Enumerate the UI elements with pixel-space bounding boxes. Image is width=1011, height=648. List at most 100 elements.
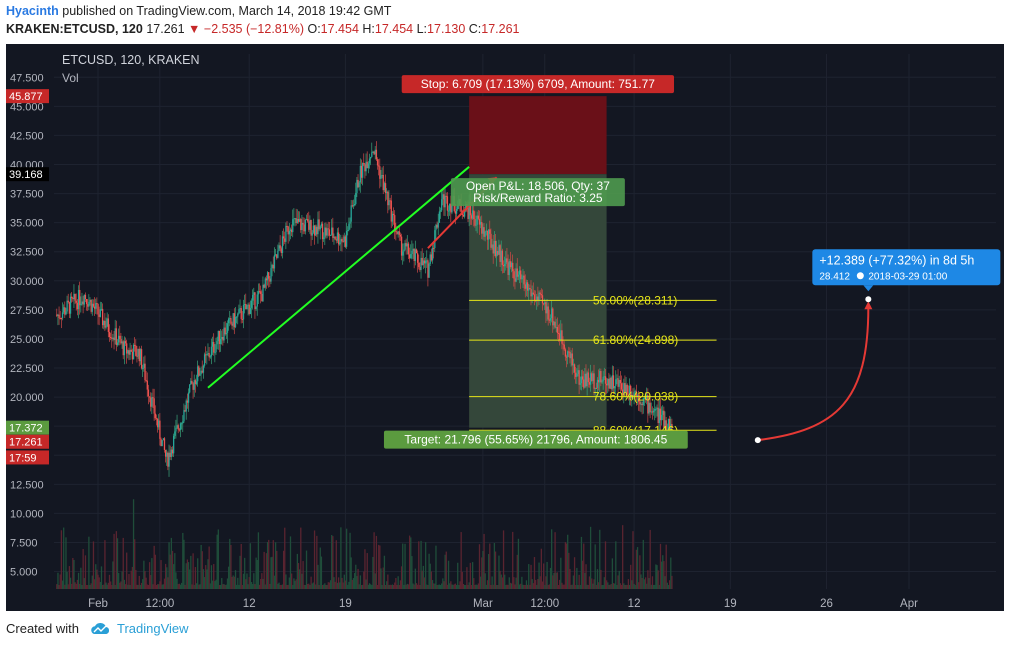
volume-bar (435, 545, 437, 589)
candle-body (630, 385, 632, 399)
clock-icon (856, 272, 864, 280)
candle-body (366, 161, 368, 169)
volume-bar (537, 578, 539, 589)
volume-bar (397, 576, 399, 589)
candle-body (541, 295, 544, 304)
last-price-tag: 17.261 (9, 437, 43, 449)
low-label: L: (416, 22, 428, 36)
volume-bar (359, 575, 362, 589)
chart-panel[interactable]: 50.00%(28.311) 61.80%(24.898) 78.60%(20.03… (6, 44, 1004, 611)
candle-body (112, 337, 114, 339)
candle-body (107, 318, 110, 332)
volume-bar (222, 584, 224, 589)
low-value: 17.130 (427, 22, 466, 36)
volume-bar (404, 543, 406, 589)
candle-body (310, 219, 312, 236)
price-change: −2.535 (−12.81%) (203, 22, 304, 36)
candle-body (263, 284, 265, 288)
volume-bar (57, 572, 59, 589)
volume-bar (68, 566, 71, 589)
volume-bar (299, 569, 301, 589)
candle-body (594, 387, 596, 389)
candle-body (600, 371, 602, 383)
x-tick-label: 12 (243, 598, 256, 610)
volume-bar (255, 557, 257, 589)
volume-bar (443, 581, 445, 589)
candle-body (138, 348, 140, 362)
candle-body (271, 264, 273, 269)
volume-bar (478, 544, 481, 589)
volume-bar (119, 582, 121, 589)
volume-bar (571, 584, 573, 589)
volume-bar (192, 553, 194, 589)
volume-bar (352, 578, 355, 589)
target-label-box[interactable] (383, 430, 688, 449)
volume-bar (246, 573, 248, 589)
candle-body (618, 380, 620, 387)
candle-body (315, 226, 317, 236)
volume-bar (389, 584, 391, 589)
tradingview-brand-link[interactable]: TradingView (116, 621, 189, 636)
volume-bar (215, 579, 217, 589)
volume-bar (556, 572, 559, 589)
volume-bar (210, 565, 213, 589)
stop-label-box[interactable] (401, 75, 675, 94)
candle-body (635, 391, 638, 397)
volume-bar (278, 582, 280, 589)
volume-bar (148, 562, 151, 589)
volume-label: Vol (62, 71, 79, 85)
candle-body (104, 320, 106, 328)
volume-bar (173, 564, 175, 589)
volume-bar (438, 584, 441, 589)
price-chart[interactable]: 50.00%(28.311) 61.80%(24.898) 78.60%(20.03… (6, 44, 1004, 611)
candle-body (497, 250, 499, 255)
candle-body (583, 379, 585, 388)
candle-body (399, 234, 402, 237)
candle-body (531, 292, 533, 297)
candle-body (292, 219, 294, 233)
projection-label[interactable]: +12.389 (+77.32%) in 8d 5h 28.412 2018-03-… (812, 249, 1001, 292)
candle-body (265, 278, 268, 281)
volume-bar (557, 584, 560, 589)
candle-body (184, 410, 186, 412)
candle-body (667, 418, 670, 430)
volume-bar (618, 570, 620, 589)
volume-bar (399, 580, 402, 589)
open-pnl-box[interactable] (450, 178, 625, 207)
candle-body (465, 204, 467, 211)
volume-bar (420, 540, 422, 589)
volume-bar (296, 553, 299, 589)
candle-body (136, 355, 138, 357)
volume-bar (594, 544, 596, 589)
candle-body (610, 377, 612, 390)
candle-body (648, 402, 650, 414)
candle-body (359, 165, 362, 183)
volume-bar (364, 549, 366, 589)
volume-bar (648, 578, 650, 589)
author-name[interactable]: Hyacinth (6, 4, 59, 18)
projection-start-point[interactable] (754, 437, 761, 444)
open-label: O: (307, 22, 321, 36)
open-value: 17.454 (320, 22, 359, 36)
volume-bar (631, 580, 633, 589)
candle-body (216, 341, 218, 345)
candle-body (423, 260, 426, 264)
volume-bar (155, 584, 158, 589)
candle-body (189, 384, 191, 393)
volume-bar (199, 584, 201, 589)
candle-body (234, 316, 237, 328)
volume-bar (467, 584, 469, 589)
volume-bar (249, 543, 252, 589)
volume-bar (520, 583, 522, 589)
projection-end-point[interactable] (865, 296, 872, 303)
stop-label[interactable]: Stop: 6.709 (17.13%) 6709, Amount: 751.7… (401, 75, 675, 94)
candle-body (103, 320, 105, 326)
candle-body (633, 392, 635, 397)
candle-body (665, 420, 667, 432)
candle-body (392, 213, 395, 216)
volume-bar (208, 546, 210, 589)
candle-body (659, 408, 662, 421)
target-label[interactable]: Target: 21.796 (55.65%) 21796, Amount: 1… (383, 430, 688, 449)
volume-bar (593, 579, 595, 589)
